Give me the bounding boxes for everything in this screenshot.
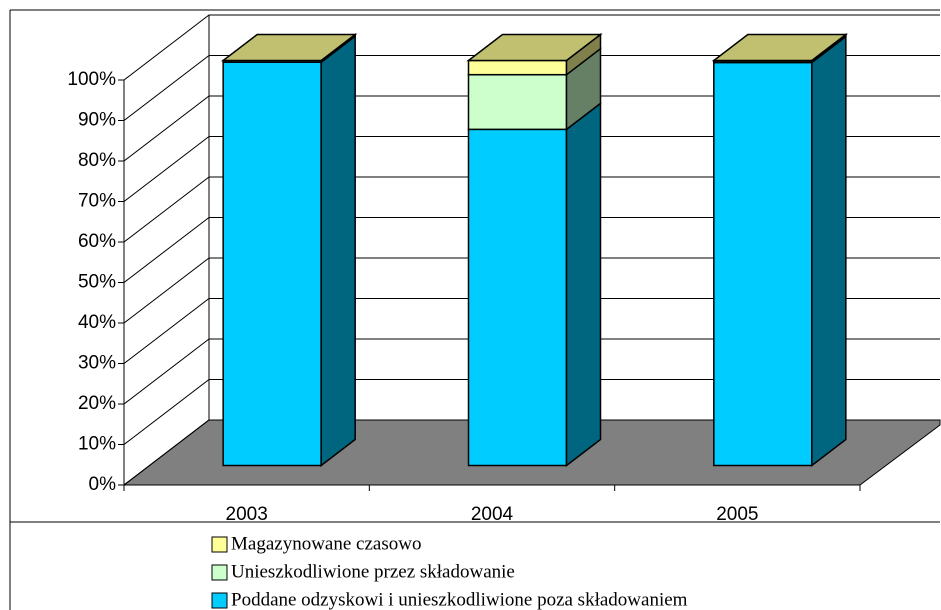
x-tick-label: 2004 (471, 504, 514, 525)
bar-top (711, 33, 849, 62)
grid-line (123, 217, 940, 283)
grid-line (123, 379, 940, 445)
y-tick-label: 50% (78, 272, 116, 293)
bar-side (320, 34, 356, 468)
grid-line (123, 419, 940, 486)
bar-front (222, 61, 322, 467)
bar-top (466, 33, 603, 62)
y-tick-label: 90% (78, 110, 116, 131)
bar-front (467, 128, 568, 467)
y-tick-label: 30% (78, 353, 116, 374)
y-tick-label: 100% (67, 69, 116, 90)
y-tick-label: 60% (78, 231, 116, 252)
legend-label: Magazynowane czasowo (231, 533, 421, 554)
grid-line (123, 14, 940, 81)
grid-line (123, 298, 940, 364)
bar-side (565, 101, 602, 468)
y-tick-label: 80% (78, 150, 116, 171)
grid-line (123, 338, 940, 405)
grid-line (123, 95, 940, 162)
bar-front (467, 59, 568, 76)
legend-label: Unieszkodliwione przez składowanie (231, 561, 515, 582)
legend-swatch (211, 592, 228, 609)
bar-side (811, 35, 847, 468)
y-tick-label: 20% (78, 393, 116, 414)
bar-top (220, 33, 358, 62)
grid-line (123, 136, 940, 202)
legend-swatch (211, 536, 228, 553)
grid-line (123, 55, 940, 121)
bar-front (467, 73, 568, 131)
y-tick-label: 40% (78, 312, 116, 333)
legend-swatch (211, 564, 228, 581)
x-tick-label: 2005 (716, 504, 758, 525)
x-tick-label: 2003 (226, 504, 268, 525)
grid-line (123, 176, 940, 243)
y-tick-label: 70% (78, 191, 116, 212)
y-tick-label: 0% (89, 474, 117, 495)
bar-front (713, 61, 813, 467)
y-tick-label: 10% (78, 434, 116, 455)
grid-line (123, 257, 940, 324)
legend-label: Poddane odzyskowi i unieszkodliwione poz… (231, 589, 688, 610)
